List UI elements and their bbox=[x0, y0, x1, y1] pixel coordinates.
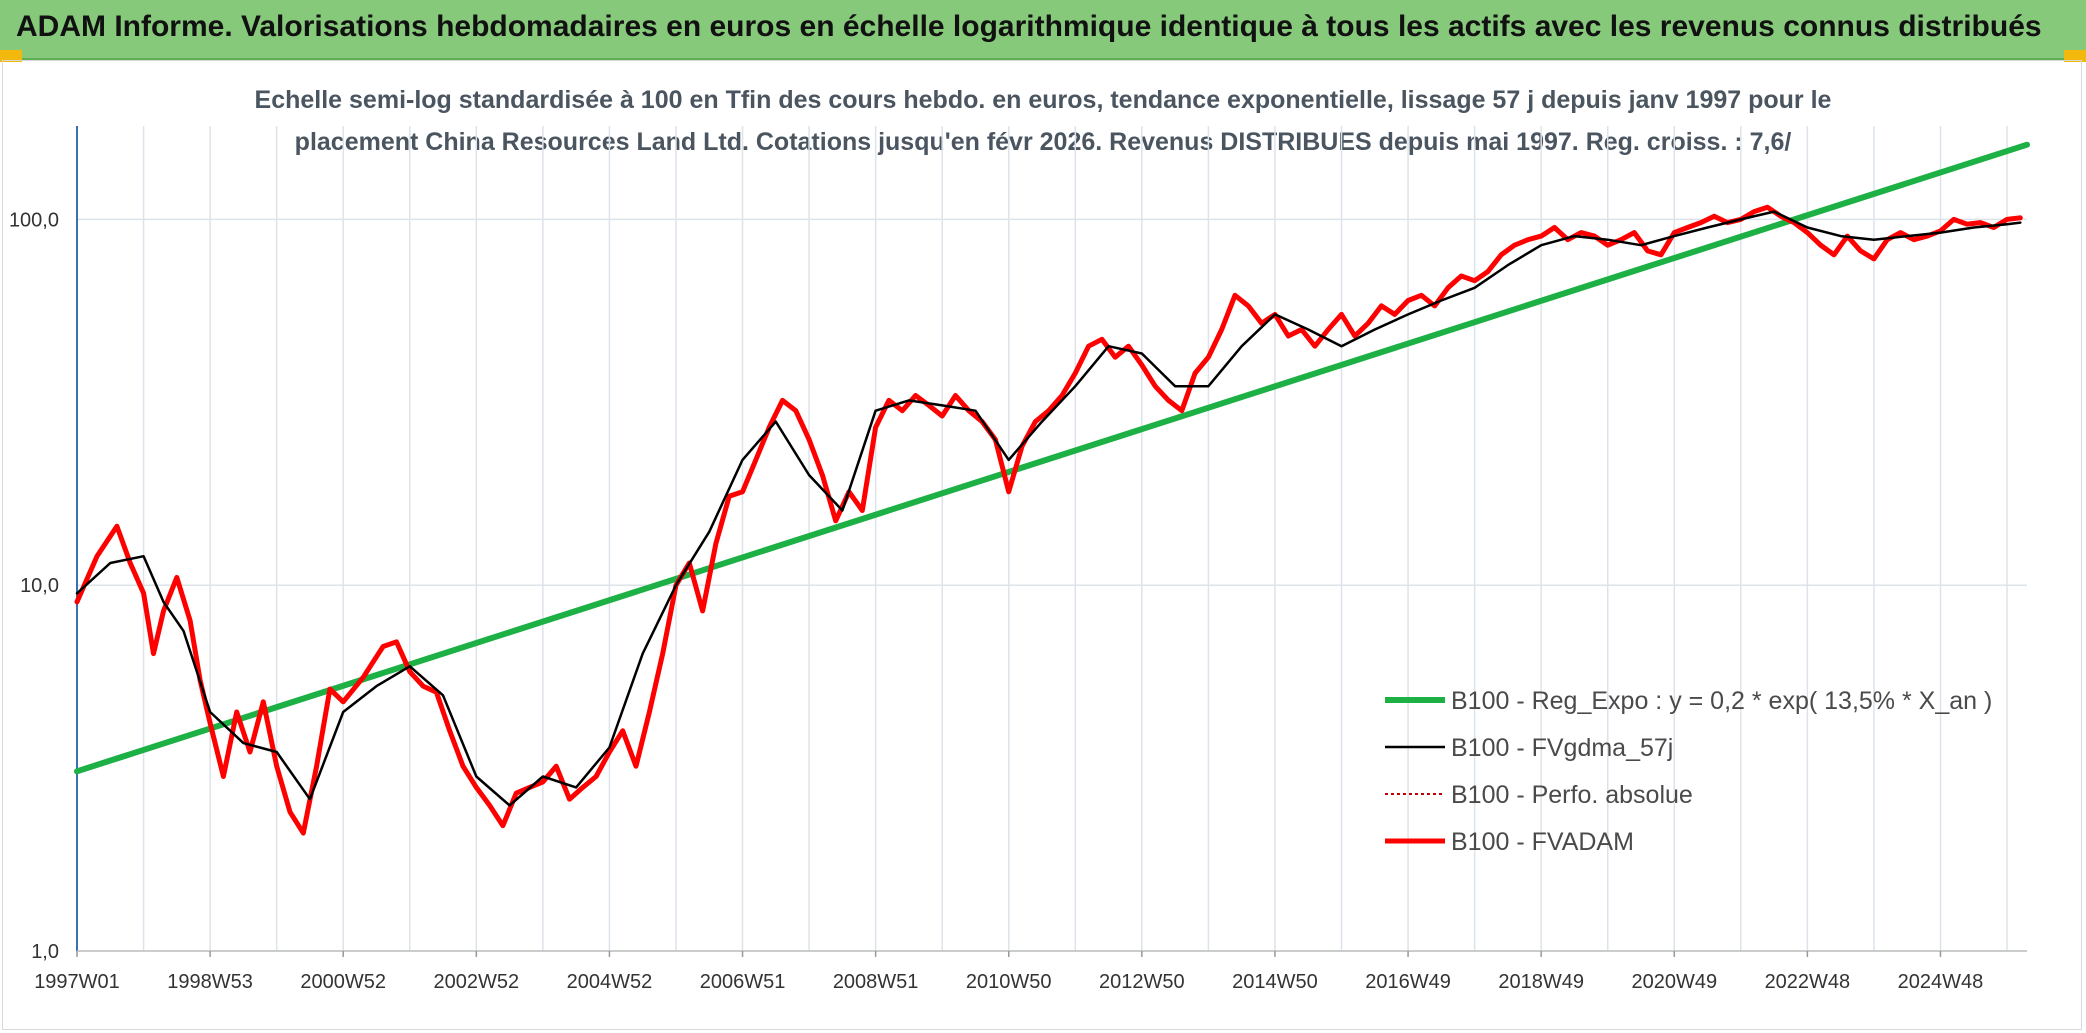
page-title: ADAM Informe. Valorisations hebdomadaire… bbox=[16, 10, 2042, 43]
corner-marker-left bbox=[0, 50, 22, 62]
y-tick-label: 10,0 bbox=[20, 575, 59, 597]
x-tick-label: 2018W49 bbox=[1498, 971, 1584, 993]
series-regression-line bbox=[74, 141, 2030, 775]
x-tick-label: 2014W50 bbox=[1232, 971, 1318, 993]
legend-entry: B100 - Reg_Expo : y = 0,2 * exp( 13,5% *… bbox=[1451, 687, 1992, 715]
y-tick-label: 1,0 bbox=[31, 941, 59, 963]
x-tick-label: 1998W53 bbox=[167, 971, 253, 993]
x-tick-label: 2000W52 bbox=[300, 971, 386, 993]
series-fvadam-line bbox=[74, 204, 2023, 836]
grid bbox=[76, 126, 2027, 952]
chart-title-line-1: Echelle semi-log standardisée à 100 en T… bbox=[254, 86, 1832, 114]
legend: B100 - Reg_Expo : y = 0,2 * exp( 13,5% *… bbox=[1385, 687, 1992, 856]
title-banner: ADAM Informe. Valorisations hebdomadaire… bbox=[0, 0, 2086, 60]
x-tick-label: 2022W48 bbox=[1765, 971, 1851, 993]
x-tick-label: 2002W52 bbox=[434, 971, 520, 993]
x-tick-label: 2016W49 bbox=[1365, 971, 1451, 993]
x-tick-label: 2006W51 bbox=[700, 971, 786, 993]
corner-marker-right bbox=[2064, 50, 2086, 62]
x-tick-label: 2010W50 bbox=[966, 971, 1052, 993]
legend-entry: B100 - Perfo. absolue bbox=[1451, 781, 1693, 809]
x-tick-label: 2008W51 bbox=[833, 971, 919, 993]
legend-entry: B100 - FVADAM bbox=[1451, 828, 1634, 856]
series-layer bbox=[74, 141, 2030, 836]
legend-entry: B100 - FVgdma_57j bbox=[1451, 734, 1673, 762]
x-tick-label: 2020W49 bbox=[1631, 971, 1717, 993]
y-tick-label: 100,0 bbox=[9, 209, 59, 231]
axes: 1,0 10,0 100,0 1997W01 1998W53 2000W52 2002W52… bbox=[9, 126, 2027, 993]
chart-frame bbox=[2, 60, 2082, 1030]
x-tick-label: 1997W01 bbox=[34, 971, 120, 993]
x-tick-label: 2012W50 bbox=[1099, 971, 1185, 993]
series-fvgdma-line bbox=[75, 210, 2022, 807]
x-tick-label: 2024W48 bbox=[1898, 971, 1984, 993]
x-tick-label: 2004W52 bbox=[567, 971, 653, 993]
